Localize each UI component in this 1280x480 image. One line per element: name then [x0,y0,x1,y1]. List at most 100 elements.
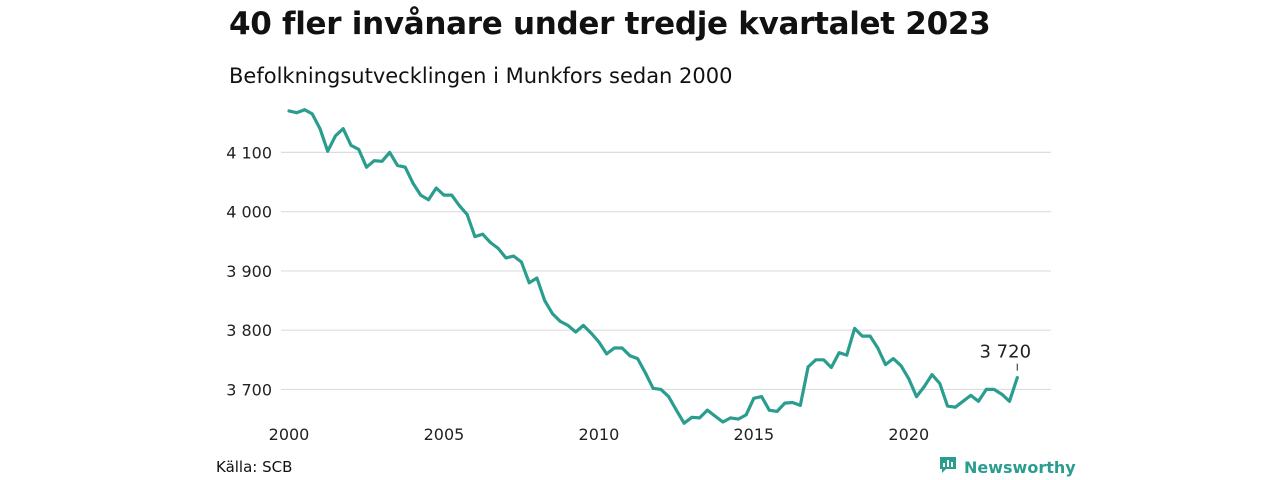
data-point [930,373,934,376]
data-point [1015,376,1019,379]
data-point [419,193,423,197]
data-point [589,331,593,335]
data-point [837,351,841,355]
data-point [380,159,384,163]
bar-chart-bubble-icon [938,455,958,479]
series-line [287,108,1019,425]
data-point [845,353,849,357]
data-point [721,420,725,424]
y-tick-label: 4 100 [226,143,272,162]
data-point [675,408,678,412]
data-point [303,108,306,112]
data-point [326,149,330,153]
data-point [597,340,601,344]
data-point [465,213,469,217]
data-point [473,235,477,239]
data-point [496,247,500,250]
data-point [396,164,399,167]
y-tick-label: 4 000 [226,203,272,222]
data-point [651,386,655,390]
data-point [357,148,361,151]
data-point [899,364,903,368]
data-point [450,193,454,197]
data-point [969,394,973,397]
y-tick-label: 3 700 [226,380,272,399]
data-point [520,260,523,264]
y-axis-ticks: 3 700 3 800 3 900 4 000 4 100 [226,143,272,399]
data-point [613,346,616,350]
data-point [814,358,818,362]
data-point [791,401,794,404]
data-point [372,159,376,163]
data-point [884,363,887,366]
data-point [806,365,810,369]
data-points [287,108,1019,425]
data-point [961,399,965,403]
data-point [667,395,670,398]
data-point [659,388,663,391]
x-tick-label: 2015 [733,425,774,444]
data-point [442,193,446,197]
data-point [512,254,516,258]
data-point [543,299,547,302]
x-tick-label: 2010 [579,425,620,444]
data-point [860,334,864,338]
data-point [922,385,926,388]
data-point [310,112,314,116]
data-point [822,358,825,362]
y-tick-label: 3 800 [226,321,272,340]
data-point [729,416,732,420]
brand-logo[interactable]: Newsworthy [938,455,1076,479]
data-point [868,334,872,338]
data-point [938,382,942,385]
data-point [953,405,957,409]
data-point [489,241,492,244]
data-point [636,357,639,360]
data-point [551,312,554,315]
data-point [403,165,407,169]
data-point [853,327,856,330]
data-point [427,198,430,202]
data-point [295,111,299,115]
data-point [481,232,485,236]
data-point [682,421,686,425]
data-point [365,165,368,169]
data-point [977,399,980,403]
data-point [504,256,508,260]
data-point [574,330,578,334]
data-point [798,404,802,407]
data-point [434,186,438,190]
data-point [605,352,608,356]
data-point [992,388,996,391]
y-tick-label: 3 900 [226,262,272,281]
data-point [334,134,337,138]
x-tick-label: 2020 [888,425,929,444]
x-tick-label: 2005 [424,425,465,444]
data-point [760,395,763,398]
chart-subtitle: Befolkningsutvecklingen i Munkfors sedan… [229,64,733,88]
data-point [582,324,585,327]
data-point [287,109,291,113]
data-point [620,346,624,350]
data-point [915,395,918,398]
data-point [458,204,461,208]
data-point [566,324,570,327]
x-tick-label: 2000 [269,425,310,444]
data-point [706,408,709,412]
data-point [876,346,880,350]
data-point [783,401,787,405]
source-note: Källa: SCB [216,458,293,476]
data-point [767,408,771,412]
data-point [713,414,717,418]
brand-name: Newsworthy [964,457,1076,477]
data-point [644,371,647,375]
data-point [946,404,949,408]
data-point [628,354,632,358]
data-point [388,151,392,154]
data-point [690,415,694,419]
data-point [907,377,911,381]
data-point [349,143,353,147]
data-point [984,388,988,391]
data-point [1008,399,1011,403]
